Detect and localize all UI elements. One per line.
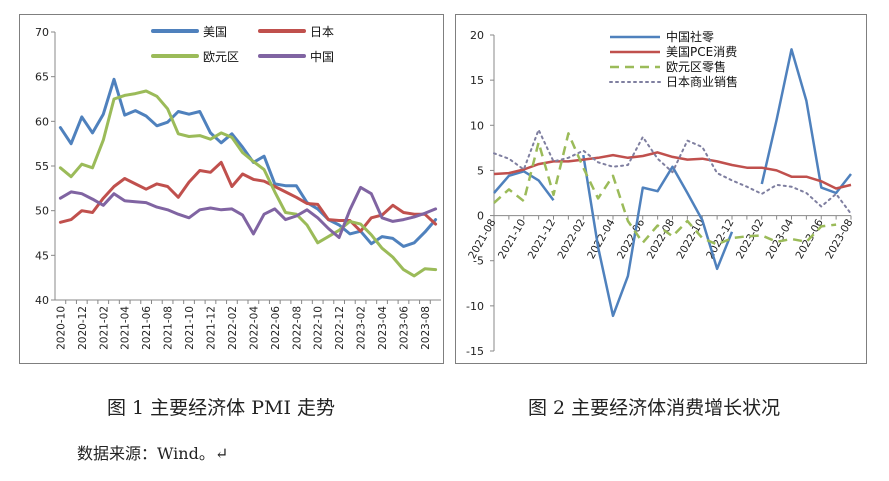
x-tick-label: 2022-08 xyxy=(645,217,677,261)
legend-label: 中国社零 xyxy=(666,29,714,44)
x-tick-label: 2023-02 xyxy=(356,306,368,350)
x-tick-label: 2021-04 xyxy=(120,306,132,350)
y-tick-label: 10 xyxy=(470,119,484,132)
figure-2-caption: 图 2 主要经济体消费增长状况 xyxy=(528,397,781,419)
series-line-欧元区 xyxy=(58,89,438,278)
y-tick-label: 65 xyxy=(35,71,49,84)
x-tick-label: 2020-10 xyxy=(55,306,67,350)
series-line-日本商业销售 xyxy=(493,128,852,215)
x-tick-label: 2021-12 xyxy=(205,306,217,350)
x-tick-label: 2021-10 xyxy=(496,217,528,261)
x-tick-label: 2021-10 xyxy=(184,306,196,350)
y-tick-label: -10 xyxy=(466,300,484,313)
y-tick-label: 0 xyxy=(477,210,484,223)
x-tick-label: 2022-04 xyxy=(248,306,260,350)
series-line-美国PCE消费 xyxy=(493,151,852,190)
series-line-中国社零 xyxy=(493,48,852,318)
x-tick-label: 2022-02 xyxy=(556,217,588,261)
y-tick-label: 55 xyxy=(35,160,49,173)
series-line-欧元区零售 xyxy=(493,132,837,246)
legend-label: 美国 xyxy=(203,25,227,39)
series-line-日本 xyxy=(58,160,438,233)
pmi-chart-panel: 40 45 50 55 60 65 70 2020-10 2020-12 2021-02 2021-… xyxy=(19,14,444,364)
legend-label: 欧元区零售 xyxy=(666,59,726,74)
y-tick-label: 5 xyxy=(477,164,484,177)
x-tick-label: 2022-02 xyxy=(227,306,239,350)
x-tick-label: 2021-06 xyxy=(141,306,153,350)
y-tick-label: -5 xyxy=(473,255,484,268)
x-tick-label: 2022-10 xyxy=(313,306,325,350)
legend-label: 欧元区 xyxy=(203,50,239,64)
consumption-chart-panel: -15 -10 -5 0 5 10 15 20 2021-08 2021-10 2021-12 202… xyxy=(455,14,867,364)
consumption-chart: -15-10-5051015202021-082021-102021-12202… xyxy=(466,29,856,358)
pmi-chart: 40 45 50 55 60 65 70 2020-10 2020-12 2021-02 2021-… xyxy=(35,25,441,350)
y-tick-label: 15 xyxy=(470,74,484,87)
legend-label: 中国 xyxy=(310,49,334,64)
x-tick-label: 2022-12 xyxy=(334,306,346,350)
series-line-中国 xyxy=(58,185,438,239)
x-tick-label: 2023-04 xyxy=(377,306,389,350)
x-tick-label: 2020-12 xyxy=(77,306,89,350)
x-tick-label: 2022-06 xyxy=(270,306,282,350)
legend-label: 日本 xyxy=(310,25,334,39)
x-tick-label: 2023-08 xyxy=(823,217,855,261)
y-tick-label: 20 xyxy=(470,29,484,42)
y-tick-label: 40 xyxy=(35,294,49,307)
y-tick-label: 45 xyxy=(35,249,49,262)
source-note: 数据来源：Wind。↵ xyxy=(77,444,229,463)
x-tick-label: 2022-04 xyxy=(585,217,617,261)
x-tick-label: 2021-08 xyxy=(163,306,175,350)
y-tick-label: 70 xyxy=(35,26,49,39)
y-tick-label: 50 xyxy=(35,205,49,218)
y-tick-label: 60 xyxy=(35,115,49,128)
series-line-美国 xyxy=(58,77,438,248)
figure-1-caption: 图 1 主要经济体 PMI 走势 xyxy=(107,397,335,419)
x-tick-label: 2021-02 xyxy=(98,306,110,350)
y-tick-label: -15 xyxy=(466,345,484,358)
legend-label: 日本商业销售 xyxy=(666,74,738,89)
x-tick-label: 2023-06 xyxy=(398,306,410,350)
x-tick-label: 2021-12 xyxy=(526,217,558,261)
x-tick-label: 2023-08 xyxy=(420,306,432,350)
x-tick-label: 2022-08 xyxy=(291,306,303,350)
x-tick-label: 2023-02 xyxy=(734,217,766,261)
legend-label: 美国PCE消费 xyxy=(666,45,737,59)
